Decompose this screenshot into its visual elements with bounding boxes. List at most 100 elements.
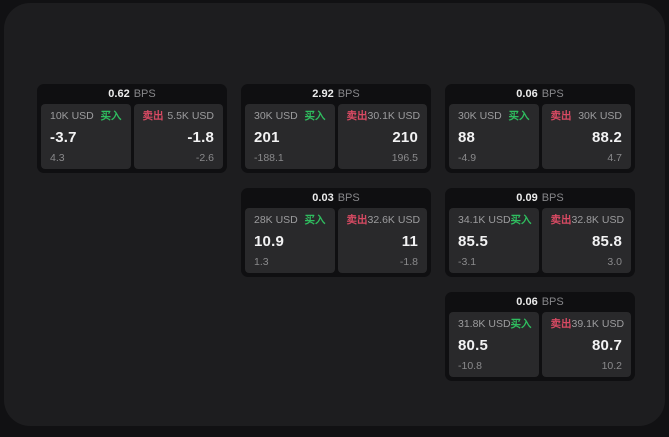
quote-card[interactable]: 0.09 BPS 34.1K USD 买入 85.5 -3.1 卖出 32.8K…	[445, 188, 635, 277]
sell-panel-header: 卖出 32.6K USD	[346, 214, 421, 226]
sell-price: 85.8	[592, 232, 622, 250]
buy-notional: 28K USD	[254, 214, 298, 226]
sell-side-label: 卖出	[142, 110, 164, 122]
buy-price: 10.9	[254, 232, 284, 250]
bps-value: 2.92	[312, 87, 334, 100]
sell-notional: 30K USD	[578, 110, 622, 122]
sell-price: 210	[392, 128, 418, 146]
sell-delta: 3.0	[607, 255, 622, 268]
quote-card-grid: 0.62 BPS 10K USD 买入 -3.7 4.3 卖出 5.5K USD…	[37, 84, 635, 381]
buy-panel-header: 10K USD 买入	[50, 111, 122, 122]
buy-panel[interactable]: 30K USD 买入 201 -188.1	[245, 104, 335, 169]
sell-delta: 10.2	[601, 359, 622, 372]
sell-price: 80.7	[592, 336, 622, 354]
buy-notional: 31.8K USD	[458, 318, 511, 330]
sell-delta: -1.8	[399, 255, 418, 268]
buy-notional: 10K USD	[50, 110, 94, 122]
bps-unit-label: BPS	[541, 87, 564, 100]
sell-side-label: 卖出	[346, 110, 368, 122]
sell-side-label: 卖出	[550, 110, 572, 122]
sell-panel[interactable]: 卖出 32.6K USD 11 -1.8	[337, 208, 427, 273]
card-header: 0.06 BPS	[449, 292, 631, 312]
card-header: 0.62 BPS	[41, 84, 223, 104]
sell-side-label: 卖出	[346, 214, 368, 226]
quote-panels: 34.1K USD 买入 85.5 -3.1 卖出 32.8K USD 85.8…	[449, 208, 631, 273]
buy-delta: 1.3	[254, 255, 269, 268]
bps-value: 0.62	[108, 87, 130, 100]
sell-notional: 5.5K USD	[167, 110, 214, 122]
quote-panels: 30K USD 买入 88 -4.9 卖出 30K USD 88.2 4.7	[449, 104, 631, 169]
buy-price: 85.5	[458, 232, 488, 250]
buy-price: 201	[254, 128, 280, 146]
quote-card[interactable]: 2.92 BPS 30K USD 买入 201 -188.1 卖出 30.1K …	[241, 84, 431, 173]
sell-panel-header: 卖出 39.1K USD	[550, 318, 625, 330]
buy-panel[interactable]: 31.8K USD 买入 80.5 -10.8	[449, 312, 539, 377]
sell-panel[interactable]: 卖出 39.1K USD 80.7 10.2	[541, 312, 631, 377]
buy-panel[interactable]: 30K USD 买入 88 -4.9	[449, 104, 539, 169]
buy-price: 80.5	[458, 336, 488, 354]
buy-notional: 30K USD	[254, 110, 298, 122]
buy-side-label: 买入	[100, 110, 122, 122]
card-header: 0.09 BPS	[449, 188, 631, 208]
buy-panel[interactable]: 34.1K USD 买入 85.5 -3.1	[449, 208, 539, 273]
sell-side-label: 卖出	[550, 214, 572, 226]
bps-unit-label: BPS	[337, 191, 360, 204]
sell-notional: 39.1K USD	[571, 318, 625, 330]
buy-price: -3.7	[50, 128, 77, 146]
sell-notional: 32.6K USD	[367, 214, 421, 226]
buy-notional: 34.1K USD	[458, 214, 511, 226]
buy-delta: -4.9	[458, 151, 477, 164]
sell-price: 11	[401, 232, 418, 250]
sell-panel[interactable]: 卖出 32.8K USD 85.8 3.0	[541, 208, 631, 273]
quote-card[interactable]: 0.62 BPS 10K USD 买入 -3.7 4.3 卖出 5.5K USD…	[37, 84, 227, 173]
buy-panel[interactable]: 10K USD 买入 -3.7 4.3	[41, 104, 131, 169]
quote-panels: 30K USD 买入 201 -188.1 卖出 30.1K USD 210 1…	[245, 104, 427, 169]
app-window: 0.62 BPS 10K USD 买入 -3.7 4.3 卖出 5.5K USD…	[4, 3, 665, 426]
sell-panel-header: 卖出 5.5K USD	[143, 111, 215, 122]
buy-delta: -3.1	[458, 255, 477, 268]
buy-panel-header: 28K USD 买入	[254, 215, 326, 226]
sell-notional: 32.8K USD	[571, 214, 625, 226]
sell-panel-header: 卖出 30.1K USD	[346, 110, 421, 122]
card-header: 0.03 BPS	[245, 188, 427, 208]
buy-price: 88	[458, 128, 476, 146]
quote-panels: 10K USD 买入 -3.7 4.3 卖出 5.5K USD -1.8 -2.…	[41, 104, 223, 169]
buy-side-label: 买入	[304, 214, 326, 226]
bps-unit-label: BPS	[133, 87, 156, 100]
quote-panels: 28K USD 买入 10.9 1.3 卖出 32.6K USD 11 -1.8	[245, 208, 427, 273]
buy-notional: 30K USD	[458, 110, 502, 122]
quote-panels: 31.8K USD 买入 80.5 -10.8 卖出 39.1K USD 80.…	[449, 312, 631, 377]
bps-unit-label: BPS	[541, 191, 564, 204]
bps-value: 0.06	[516, 295, 538, 308]
buy-side-label: 买入	[510, 214, 532, 226]
sell-price: -1.8	[187, 128, 214, 146]
quote-card[interactable]: 0.06 BPS 31.8K USD 买入 80.5 -10.8 卖出 39.1…	[445, 292, 635, 381]
bps-unit-label: BPS	[541, 295, 564, 308]
sell-notional: 30.1K USD	[367, 110, 421, 122]
buy-delta: -10.8	[458, 359, 482, 372]
bps-value: 0.06	[516, 87, 538, 100]
sell-price: 88.2	[592, 128, 622, 146]
buy-panel-header: 30K USD 买入	[458, 111, 530, 122]
buy-side-label: 买入	[508, 110, 530, 122]
bps-value: 0.09	[516, 191, 538, 204]
quote-card[interactable]: 0.06 BPS 30K USD 买入 88 -4.9 卖出 30K USD 8…	[445, 84, 635, 173]
bps-unit-label: BPS	[337, 87, 360, 100]
bps-value: 0.03	[312, 191, 334, 204]
buy-panel-header: 30K USD 买入	[254, 111, 326, 122]
sell-panel-header: 卖出 30K USD	[551, 111, 623, 122]
sell-panel[interactable]: 卖出 30.1K USD 210 196.5	[337, 104, 427, 169]
sell-delta: 4.7	[607, 151, 622, 164]
sell-panel[interactable]: 卖出 5.5K USD -1.8 -2.6	[133, 104, 223, 169]
card-header: 0.06 BPS	[449, 84, 631, 104]
buy-side-label: 买入	[510, 318, 532, 330]
sell-side-label: 卖出	[550, 318, 572, 330]
sell-delta: 196.5	[391, 151, 418, 164]
sell-panel[interactable]: 卖出 30K USD 88.2 4.7	[541, 104, 631, 169]
buy-delta: -188.1	[254, 151, 284, 164]
buy-side-label: 买入	[304, 110, 326, 122]
sell-delta: -2.6	[195, 151, 214, 164]
quote-card[interactable]: 0.03 BPS 28K USD 买入 10.9 1.3 卖出 32.6K US…	[241, 188, 431, 277]
buy-panel[interactable]: 28K USD 买入 10.9 1.3	[245, 208, 335, 273]
